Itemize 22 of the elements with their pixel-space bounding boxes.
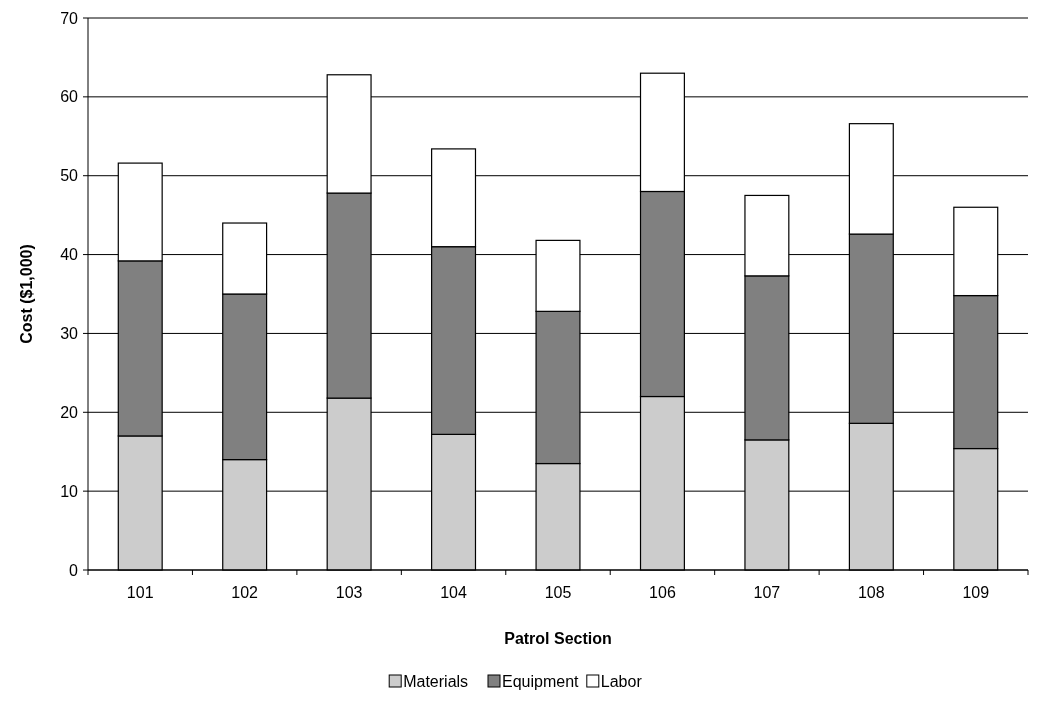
y-tick-label: 60: [60, 88, 79, 106]
y-axis-title: Cost ($1,000): [18, 244, 35, 344]
x-tick-label: 107: [753, 584, 781, 601]
y-tick-label: 70: [60, 9, 79, 27]
x-tick-label: 108: [857, 584, 885, 601]
x-axis-title: Patrol Section: [504, 630, 612, 647]
y-tick-label: 40: [60, 246, 79, 264]
y-tick-label: 30: [60, 325, 79, 343]
y-tick-label: 10: [60, 482, 79, 500]
x-tick-label: 104: [440, 584, 467, 601]
x-tick-label: 106: [649, 584, 676, 601]
legend-label: Labor: [600, 673, 643, 690]
y-tick-label: 20: [60, 403, 79, 421]
x-tick-label: 103: [335, 584, 363, 601]
x-tick-label: 101: [126, 584, 154, 601]
legend-label: Materials: [403, 673, 469, 690]
y-tick-label: 0: [69, 561, 79, 579]
y-tick-label: 50: [60, 167, 79, 185]
x-tick-label: 102: [231, 584, 259, 601]
x-tick-label: 105: [544, 584, 572, 601]
x-tick-label: 109: [962, 584, 990, 601]
legend-label: Equipment: [502, 673, 580, 690]
